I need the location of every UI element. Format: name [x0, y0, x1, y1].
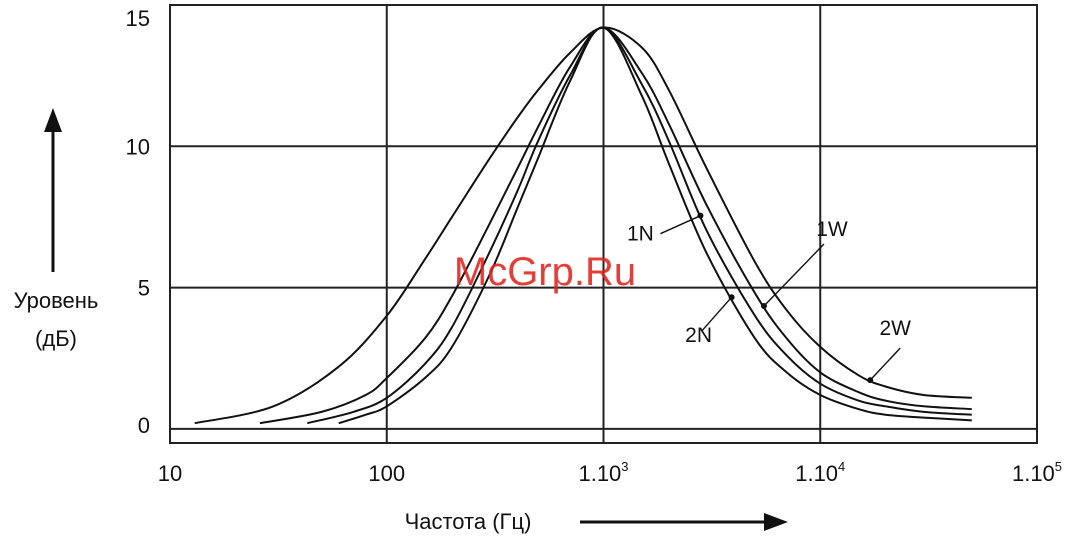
annotation-leader: [763, 243, 825, 307]
y-tick-label: 0: [138, 413, 150, 438]
series-line-2n: [338, 26, 972, 425]
annotation-leader: [869, 347, 901, 381]
grid: [169, 4, 1038, 444]
series-lines: [194, 26, 972, 425]
series-label-1n: 1N: [627, 223, 654, 246]
series-line-1w: [259, 26, 972, 425]
x-tick-label: 1.104: [795, 459, 845, 486]
y-tick-label: 5: [138, 276, 150, 301]
series-label-2n: 2N: [685, 324, 712, 347]
x-tick-label: 100: [368, 461, 405, 486]
annotation-leader: [660, 215, 701, 235]
y-axis-title-line1: Уровень: [14, 288, 99, 313]
y-axis-title-line2: (дБ): [35, 326, 77, 351]
watermark: McGrp.Ru: [454, 250, 636, 294]
annotation-leader: [701, 296, 733, 332]
series-label-1w: 1W: [816, 218, 848, 241]
x-axis-arrow-icon: [580, 513, 788, 531]
series-line-2w: [194, 26, 972, 425]
x-axis-title: Частота (Гц): [405, 509, 532, 534]
x-tick-label: 10: [158, 461, 182, 486]
y-tick-label: 15: [126, 6, 150, 31]
x-tick-label: 1.105: [1012, 459, 1062, 486]
annotations: 1N 1W 2N 2W: [627, 212, 911, 384]
y-tick-label: 10: [126, 134, 150, 159]
tick-labels: 10 100 1.103 1.104 1.105 0 5 10 15: [126, 6, 1063, 486]
x-tick-label: 1.103: [578, 459, 628, 486]
y-axis-arrow-icon: [44, 108, 62, 272]
series-label-2w: 2W: [879, 317, 911, 340]
series-line-1n: [307, 26, 972, 425]
